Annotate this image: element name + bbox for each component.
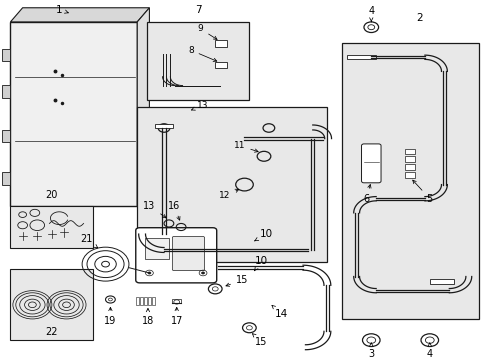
Bar [152,297,155,305]
Bar [346,55,375,59]
Bar [147,22,249,100]
Bar [172,300,181,303]
Text: 10: 10 [254,256,267,271]
Bar [137,107,327,262]
Text: 16: 16 [167,201,180,220]
Circle shape [201,272,204,274]
Bar [10,269,93,340]
FancyBboxPatch shape [361,144,380,183]
Text: 8: 8 [187,46,216,62]
Text: 22: 22 [45,327,58,337]
Bar [1,130,10,142]
Bar [10,206,93,248]
Text: 15: 15 [225,275,248,286]
Bar [1,49,10,61]
Bar [148,297,151,305]
Text: 6: 6 [363,185,370,204]
Text: 20: 20 [45,190,58,201]
Bar [215,40,227,47]
Text: 21: 21 [80,234,98,248]
Bar [215,62,227,68]
Text: 17: 17 [170,307,183,326]
Bar [405,172,414,177]
Polygon shape [10,8,149,22]
Bar [405,149,414,154]
Bar [1,172,10,185]
Text: 13: 13 [191,100,208,110]
Bar [405,164,414,170]
Bar [341,43,478,319]
Bar [429,279,453,284]
Text: 19: 19 [104,307,116,326]
Polygon shape [137,8,149,206]
Text: 4: 4 [426,343,432,359]
Circle shape [148,272,151,274]
Text: 15: 15 [252,334,267,347]
Bar [1,85,10,98]
FancyBboxPatch shape [136,228,216,283]
Bar [155,124,172,128]
Text: 9: 9 [197,24,217,39]
Bar [144,297,147,305]
Text: 18: 18 [142,309,154,326]
Text: 14: 14 [271,305,287,319]
Text: 10: 10 [254,229,272,241]
Bar [144,238,168,259]
Text: 7: 7 [194,5,201,15]
Text: 11: 11 [233,141,258,152]
Text: 5: 5 [412,180,432,204]
Bar [136,297,139,305]
Bar [140,297,143,305]
Text: 4: 4 [367,6,374,22]
Bar [10,22,137,206]
FancyBboxPatch shape [172,237,204,270]
Text: 1: 1 [56,5,68,14]
Text: 12: 12 [219,189,238,200]
Text: 2: 2 [416,13,423,23]
Text: 3: 3 [367,343,374,359]
Text: 13: 13 [143,201,165,218]
Bar [405,156,414,162]
